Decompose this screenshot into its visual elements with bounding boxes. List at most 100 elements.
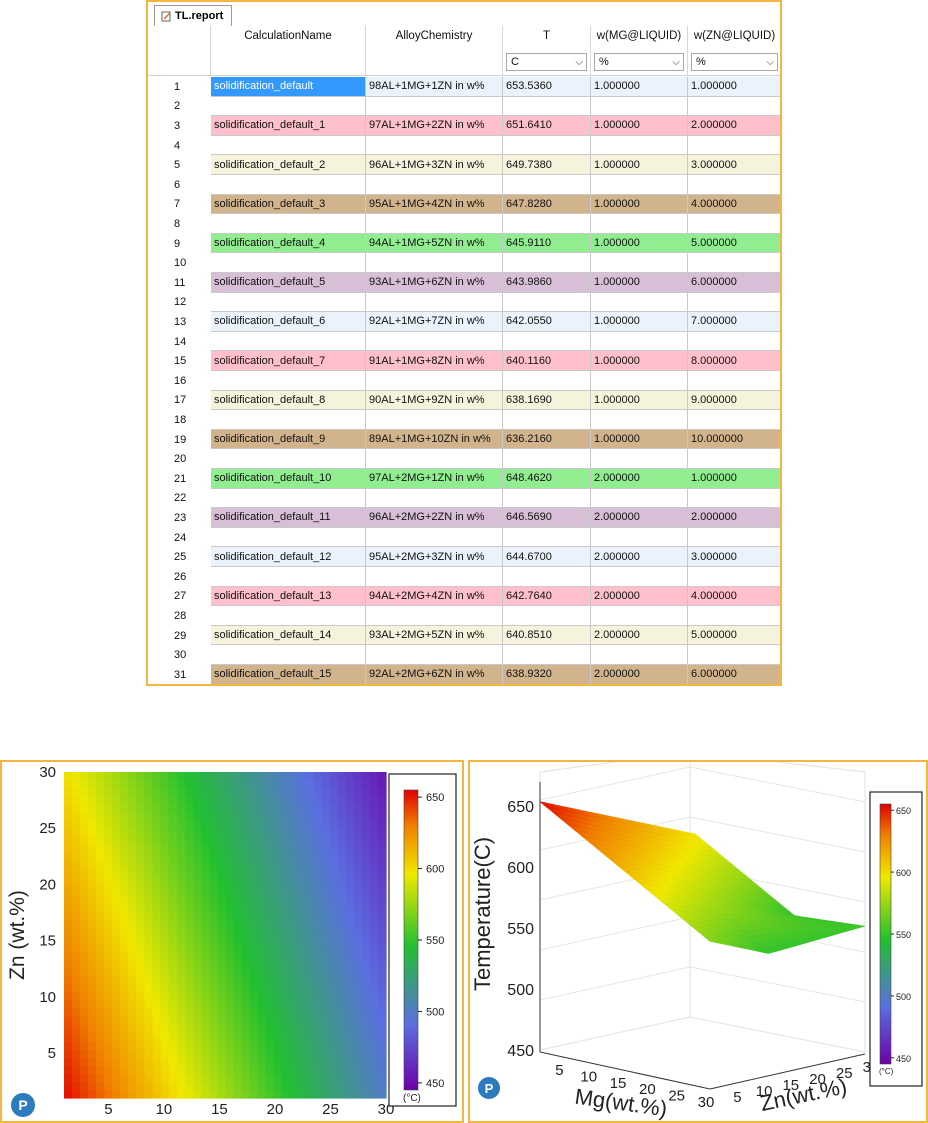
table-cell[interactable] [503,214,591,234]
table-row[interactable]: 5 solidification_default_2 96AL+1MG+3ZN in… [148,155,780,175]
table-row[interactable]: 27 solidification_default_13 94AL+2MG+4ZN … [148,586,780,607]
table-cell[interactable] [688,567,780,587]
table-cell[interactable]: 4.000000 [688,194,780,215]
tab-tl-report[interactable]: TL.report [154,5,233,26]
table-row[interactable]: 2 [148,96,780,117]
table-cell[interactable] [366,135,503,156]
table-cell[interactable]: 89AL+1MG+10ZN in w% [366,429,503,450]
table-cell[interactable] [366,371,503,391]
table-cell[interactable]: 649.7380 [503,155,591,175]
table-cell[interactable] [366,96,503,117]
table-cell[interactable]: 2.000000 [591,547,688,567]
table-cell[interactable] [211,606,366,626]
table-row[interactable]: 10 [148,253,780,273]
table-cell[interactable]: 1.000000 [591,77,688,97]
table-cell[interactable] [211,135,366,156]
table-cell[interactable]: solidification_default_11 [211,508,366,528]
table-row[interactable]: 31 solidification_default_15 92AL+2MG+6ZN … [148,665,780,684]
table-cell[interactable] [366,410,503,430]
table-cell[interactable] [366,292,503,313]
table-cell[interactable]: 1.000000 [591,390,688,411]
table-cell[interactable] [503,527,591,548]
table-cell[interactable]: 1.000000 [591,429,688,450]
table-cell[interactable] [366,331,503,352]
table-cell[interactable]: 98AL+1MG+1ZN in w% [366,77,503,97]
table-cell[interactable] [591,253,688,273]
table-cell[interactable] [688,371,780,391]
table-row[interactable]: 9 solidification_default_4 94AL+1MG+5ZN in… [148,233,780,254]
table-cell[interactable] [366,449,503,469]
table-cell[interactable] [591,645,688,665]
table-row[interactable]: 6 [148,175,780,195]
table-cell[interactable] [366,488,503,509]
table-cell[interactable]: 651.6410 [503,116,591,136]
table-cell[interactable] [503,292,591,313]
table-cell[interactable] [211,371,366,391]
table-cell[interactable]: 96AL+2MG+2ZN in w% [366,508,503,528]
table-cell[interactable]: 1.000000 [688,77,780,97]
table-cell[interactable]: solidification_default_15 [211,665,366,684]
table-cell[interactable]: 1.000000 [591,273,688,293]
table-row[interactable]: 15 solidification_default_7 91AL+1MG+8ZN i… [148,351,780,371]
table-cell[interactable] [688,135,780,156]
table-cell[interactable]: solidification_default_5 [211,273,366,293]
table-cell[interactable] [591,488,688,509]
table-row[interactable]: 20 [148,449,780,469]
column-header[interactable]: w(MG@LIQUID)% ⌵ [591,26,688,76]
table-cell[interactable]: solidification_default_4 [211,233,366,254]
table-cell[interactable] [688,292,780,313]
table-cell[interactable] [366,645,503,665]
table-cell[interactable]: solidification_default_8 [211,390,366,411]
table-cell[interactable] [688,175,780,195]
table-cell[interactable]: 94AL+2MG+4ZN in w% [366,586,503,607]
table-cell[interactable]: 1.000000 [591,155,688,175]
table-cell[interactable]: 92AL+1MG+7ZN in w% [366,312,503,332]
table-cell[interactable]: 5.000000 [688,625,780,646]
table-cell[interactable] [591,292,688,313]
table-cell[interactable]: solidification_default_7 [211,351,366,371]
unit-select[interactable]: % ⌵ [691,53,778,71]
table-cell[interactable] [366,253,503,273]
table-cell[interactable]: 636.2160 [503,429,591,450]
table-cell[interactable] [211,567,366,587]
table-row[interactable]: 14 [148,331,780,352]
table-cell[interactable] [503,606,591,626]
table-cell[interactable] [366,214,503,234]
table-cell[interactable] [366,527,503,548]
table-cell[interactable]: 92AL+2MG+6ZN in w% [366,665,503,684]
table-cell[interactable]: 642.0550 [503,312,591,332]
table-cell[interactable]: 97AL+1MG+2ZN in w% [366,116,503,136]
table-cell[interactable]: 6.000000 [688,665,780,684]
table-cell[interactable]: 10.000000 [688,429,780,450]
table-cell[interactable] [591,410,688,430]
table-cell[interactable]: 94AL+1MG+5ZN in w% [366,233,503,254]
table-cell[interactable] [591,214,688,234]
table-cell[interactable] [211,253,366,273]
table-cell[interactable] [688,96,780,117]
table-cell[interactable]: 2.000000 [591,508,688,528]
table-cell[interactable] [688,449,780,469]
table-cell[interactable] [688,606,780,626]
table-cell[interactable]: 644.6700 [503,547,591,567]
table-row[interactable]: 24 [148,527,780,548]
table-cell[interactable]: solidification_default_2 [211,155,366,175]
table-cell[interactable]: 638.1690 [503,390,591,411]
table-row[interactable]: 8 [148,214,780,234]
table-cell[interactable]: 2.000000 [591,625,688,646]
table-cell[interactable]: 1.000000 [688,469,780,489]
table-cell[interactable] [591,331,688,352]
table-cell[interactable] [503,331,591,352]
table-cell[interactable] [591,449,688,469]
table-cell[interactable]: solidification_default [211,77,366,97]
table-cell[interactable]: 640.1160 [503,351,591,371]
table-cell[interactable]: 643.9860 [503,273,591,293]
table-cell[interactable] [591,135,688,156]
table-cell[interactable]: 3.000000 [688,155,780,175]
table-cell[interactable] [503,449,591,469]
table-cell[interactable] [366,567,503,587]
table-row[interactable]: 17 solidification_default_8 90AL+1MG+9ZN i… [148,390,780,411]
table-cell[interactable] [688,214,780,234]
table-cell[interactable]: 97AL+2MG+1ZN in w% [366,469,503,489]
table-cell[interactable]: solidification_default_13 [211,586,366,607]
table-cell[interactable] [688,410,780,430]
